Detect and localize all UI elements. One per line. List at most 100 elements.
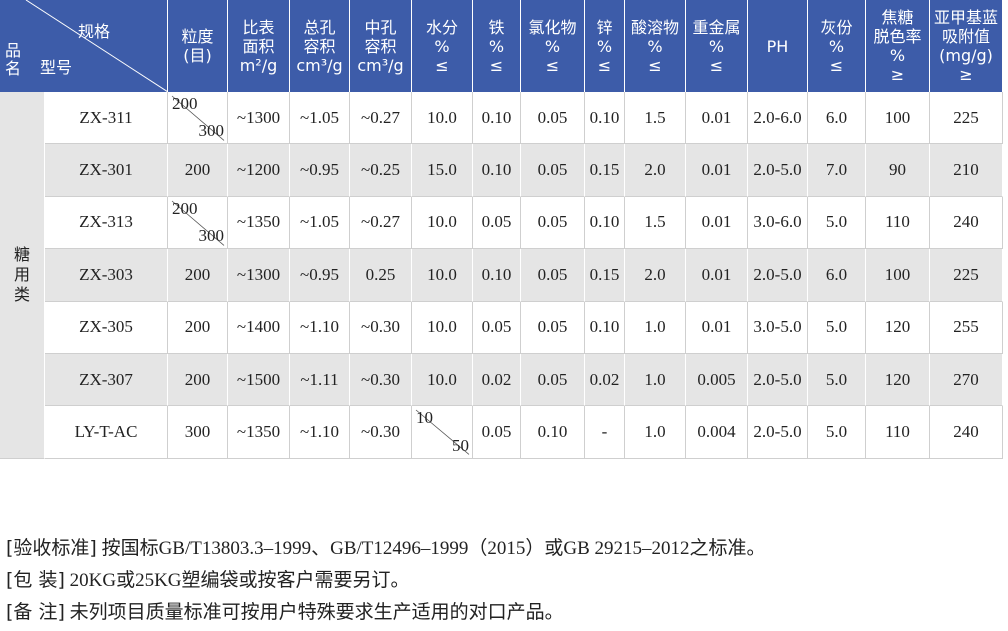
model-cell: ZX-307 bbox=[45, 354, 168, 407]
value-cell: 0.05 bbox=[473, 301, 521, 354]
split-bottom: 50 bbox=[452, 435, 469, 455]
value-cell: 10.0 bbox=[412, 249, 473, 302]
value-cell: 0.05 bbox=[521, 196, 585, 250]
value-cell: 15.0 bbox=[412, 144, 473, 197]
split-bottom: 300 bbox=[198, 121, 225, 141]
spec-label: 规格 bbox=[78, 22, 111, 41]
value-cell: 200 bbox=[168, 249, 228, 302]
value-cell: 10.0 bbox=[412, 92, 473, 145]
header-line: % bbox=[828, 36, 845, 56]
header-line: 容积 bbox=[303, 36, 336, 56]
value-cell: 225 bbox=[930, 92, 1003, 145]
split-diagonal bbox=[415, 410, 470, 456]
header-line: % bbox=[647, 36, 663, 56]
header-line: cm³/g bbox=[296, 55, 343, 75]
header-line: 铁 bbox=[488, 17, 505, 37]
value-cell: 0.02 bbox=[473, 354, 521, 407]
value-cell: 100 bbox=[866, 249, 930, 302]
value-cell: 0.15 bbox=[585, 144, 625, 197]
note: [验收标准] 按国标GB/T13803.3–1999、GB/T12496–199… bbox=[6, 533, 766, 560]
value-cell: ~1300 bbox=[228, 92, 290, 145]
header-cell: 灰份% ≤ bbox=[808, 0, 866, 92]
header-line: ≤ bbox=[829, 55, 844, 75]
model-cell: LY-T-AC bbox=[45, 406, 168, 459]
note: [包 装] 20KG或25KG塑编袋或按客户需要另订。 bbox=[6, 565, 410, 592]
split-diagonal bbox=[171, 200, 225, 246]
header-line: 焦糖 bbox=[881, 8, 914, 27]
value-cell: 0.004 bbox=[686, 406, 748, 459]
value-cell: 120 bbox=[866, 354, 930, 407]
value-cell: 5.0 bbox=[808, 196, 866, 250]
value-cell: 0.01 bbox=[686, 301, 748, 354]
value-cell: ~0.27 bbox=[350, 196, 412, 250]
value-cell: 10.0 bbox=[412, 196, 473, 250]
value-cell: 0.01 bbox=[686, 92, 748, 145]
header-line: ≥ bbox=[959, 65, 973, 84]
header-line: 亚甲基蓝 bbox=[933, 8, 998, 27]
header-cell: PH bbox=[748, 0, 808, 92]
header-line: PH bbox=[766, 36, 789, 56]
value-cell: 200 bbox=[168, 301, 228, 354]
value-cell: 200 bbox=[168, 354, 228, 407]
header-corner: 规格 型号 品名 bbox=[0, 0, 168, 92]
value-cell: ~1500 bbox=[228, 354, 290, 407]
value-cell: ~0.30 bbox=[350, 354, 412, 407]
header-cell: 锌% ≤ bbox=[585, 0, 625, 92]
header-line: ≤ bbox=[597, 55, 612, 75]
header-line: 氯化物 bbox=[528, 17, 577, 37]
split-top: 200 bbox=[172, 198, 198, 218]
model-cell: ZX-313 bbox=[45, 196, 168, 250]
category-cell: 糖用类 bbox=[0, 92, 45, 459]
value-cell: 1.0 bbox=[625, 301, 686, 354]
header-line: ≤ bbox=[709, 55, 724, 75]
model-cell: ZX-311 bbox=[45, 92, 168, 145]
header-cell: 比表 面积 m²/g bbox=[228, 0, 290, 92]
header-cell: 水分% ≤ bbox=[412, 0, 473, 92]
header-line: 重金属 bbox=[692, 17, 741, 37]
note-text: 未列项目质量标准可按用户特殊要求生产适用的对口产品。 bbox=[69, 602, 564, 623]
value-cell: 0.10 bbox=[585, 301, 625, 354]
header-line: ≤ bbox=[545, 55, 560, 75]
header-line: 吸附值 bbox=[941, 27, 990, 46]
value-cell: 0.25 bbox=[350, 249, 412, 302]
header-line: 中孔 bbox=[364, 17, 397, 37]
value-cell: 5.0 bbox=[808, 301, 866, 354]
split-cell: 200 300 bbox=[168, 196, 228, 250]
header-line: % bbox=[708, 36, 725, 56]
product-label: 品名 bbox=[4, 41, 21, 78]
value-cell: 0.01 bbox=[686, 249, 748, 302]
value-cell: 2.0-5.0 bbox=[748, 144, 808, 197]
header-line: ≥ bbox=[890, 65, 905, 84]
value-cell: 0.15 bbox=[585, 249, 625, 302]
value-cell: 2.0-6.0 bbox=[748, 92, 808, 145]
value-cell: 0.10 bbox=[473, 249, 521, 302]
value-cell: ~1.11 bbox=[290, 354, 350, 407]
value-cell: 200 bbox=[168, 144, 228, 197]
value-cell: 110 bbox=[866, 406, 930, 459]
value-cell: 0.05 bbox=[473, 196, 521, 250]
value-cell: 7.0 bbox=[808, 144, 866, 197]
header-line: 比表 bbox=[242, 17, 275, 37]
diagonal bbox=[25, 0, 168, 92]
header-line: % bbox=[488, 36, 505, 56]
value-cell: 110 bbox=[866, 196, 930, 250]
model-label: 型号 bbox=[40, 58, 73, 77]
header-line: 脱色率 bbox=[873, 27, 922, 46]
value-cell: 0.10 bbox=[521, 406, 585, 459]
value-cell: ~0.30 bbox=[350, 406, 412, 459]
value-cell: 0.01 bbox=[686, 196, 748, 250]
header-cell: 亚甲基蓝 吸附值 (mg/g) ≥ bbox=[930, 0, 1003, 92]
value-cell: 120 bbox=[866, 301, 930, 354]
value-cell: 1.5 bbox=[625, 196, 686, 250]
value-cell: 10.0 bbox=[412, 301, 473, 354]
note-label: [备 注] bbox=[6, 601, 65, 623]
header-line: ≤ bbox=[648, 55, 662, 75]
header-cell: 焦糖 脱色率% ≥ bbox=[866, 0, 930, 92]
header-line: ≤ bbox=[489, 55, 504, 75]
value-cell: 255 bbox=[930, 301, 1003, 354]
header-line: 灰份 bbox=[820, 17, 853, 37]
value-cell: ~0.95 bbox=[290, 249, 350, 302]
value-cell: 5.0 bbox=[808, 354, 866, 407]
split-cell: 10 50 bbox=[412, 406, 473, 459]
value-cell: 0.05 bbox=[521, 249, 585, 302]
